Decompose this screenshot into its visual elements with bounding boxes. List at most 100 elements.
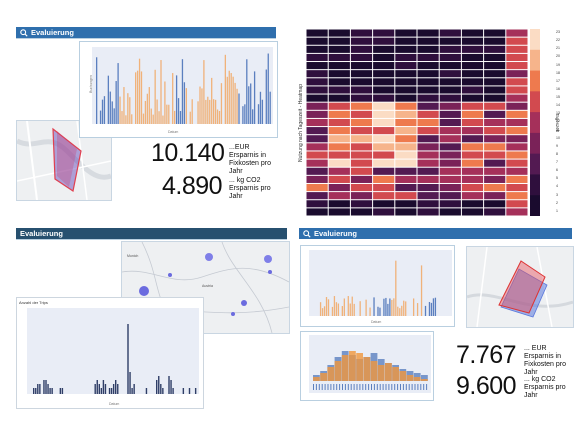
heatmap-cell — [417, 175, 439, 183]
colorbar-segment — [530, 153, 540, 175]
bar — [434, 297, 437, 316]
hist-bar — [406, 375, 414, 381]
hour-label: 9 — [556, 143, 558, 148]
x-axis-title: Datum — [109, 402, 120, 406]
heatmap-cell — [484, 86, 506, 94]
heatmap-cell — [350, 143, 373, 151]
heatmap-cell — [484, 192, 506, 200]
heatmap-cell — [328, 62, 350, 70]
x-axis-title: Datum — [371, 320, 382, 324]
heatmap-cell — [417, 110, 439, 118]
bar — [207, 96, 209, 124]
bar — [379, 307, 381, 316]
heatmap-cell — [461, 200, 484, 208]
heatmap-cell — [439, 53, 461, 62]
heatmap-cell — [328, 135, 350, 143]
savings-co2-unit: ... kg CO2 — [524, 376, 556, 383]
bar — [103, 96, 106, 124]
route-map[interactable] — [466, 246, 574, 328]
heatmap-cell — [328, 151, 350, 159]
heatmap-cell — [484, 70, 506, 78]
heatmap-cell — [461, 118, 484, 127]
heatmap-cell — [373, 127, 395, 135]
bar — [145, 388, 148, 394]
heatmap-cell — [328, 86, 350, 94]
bar — [365, 299, 367, 316]
bar — [191, 99, 193, 124]
heatmap-colorbar — [530, 29, 540, 216]
heatmap-cell — [417, 45, 439, 53]
heatmap-cell — [439, 86, 461, 94]
bar — [115, 380, 117, 394]
hour-label: 20 — [556, 54, 560, 59]
heatmap-cell — [350, 110, 373, 118]
heatmap-cell — [350, 45, 373, 53]
savings-co2-value: 4.890 — [162, 172, 223, 200]
heatmap-cell — [350, 167, 373, 175]
heatmap-cell — [306, 94, 328, 102]
booking-chart-small[interactable]: Datum — [300, 245, 455, 327]
bar — [389, 298, 391, 316]
bar — [98, 384, 100, 394]
heatmap-grid[interactable] — [306, 29, 528, 216]
heatmap-cell — [328, 183, 350, 192]
heatmap-cell — [417, 208, 439, 216]
heatmap-cell — [484, 208, 506, 216]
heatmap-cell — [373, 135, 395, 143]
bar — [403, 300, 405, 316]
y-axis-title: Buchungen — [88, 75, 93, 93]
bar — [152, 114, 154, 124]
bar — [185, 88, 187, 124]
hour-label: 11 — [556, 127, 560, 132]
bar — [158, 111, 160, 124]
bar — [59, 388, 62, 394]
bar — [265, 69, 267, 124]
hist-bar — [370, 361, 378, 381]
trips-chart[interactable]: Anzahl der Trips Datum — [16, 297, 204, 409]
savings-co2-desc: Ersparnis pro Jahr — [229, 185, 271, 200]
bar — [121, 111, 123, 124]
bar — [160, 384, 162, 394]
colorbar-segment — [530, 132, 540, 155]
hist-bar — [421, 379, 428, 381]
heatmap-cell — [328, 159, 350, 167]
bar — [127, 324, 129, 394]
heatmap-cell — [484, 143, 506, 151]
bar — [102, 380, 105, 394]
heatmap-cell — [461, 45, 484, 53]
bar — [45, 380, 47, 394]
bar — [359, 301, 361, 316]
hour-label: 5 — [556, 176, 558, 181]
heatmap-cell — [395, 143, 417, 151]
bar — [156, 99, 158, 124]
heatmap-y-title: Nutzung nach Tageszeit - Heatmap — [298, 83, 305, 163]
booking-chart[interactable]: Datum Buchungen — [79, 41, 278, 138]
bar — [391, 299, 393, 316]
heatmap-cell — [461, 127, 484, 135]
heatmap-cell — [484, 53, 506, 62]
heatmap-cell — [306, 135, 328, 143]
rug-mark — [353, 384, 355, 390]
bar — [203, 60, 205, 124]
bar — [327, 299, 330, 316]
heatmap-cell — [484, 135, 506, 143]
rug-mark — [420, 384, 422, 390]
heatmap-cell — [328, 102, 350, 110]
heatmap-cell — [328, 200, 350, 208]
bar — [168, 104, 170, 124]
bar — [49, 388, 51, 394]
heatmap-cell — [306, 45, 328, 53]
heatmap-cell — [417, 167, 439, 175]
heatmap-cell — [461, 143, 484, 151]
heatmap-cell — [506, 175, 528, 183]
hour-label: 13 — [556, 111, 560, 116]
heatmap-cell — [417, 29, 439, 37]
bar — [61, 388, 64, 394]
heatmap-cell — [484, 183, 506, 192]
header-title: Evaluierung — [31, 28, 74, 37]
heatmap-cell — [506, 94, 528, 102]
histogram-chart[interactable] — [300, 331, 434, 401]
bar — [101, 99, 104, 124]
hour-label: 1 — [556, 208, 558, 213]
plot-area — [27, 308, 199, 394]
